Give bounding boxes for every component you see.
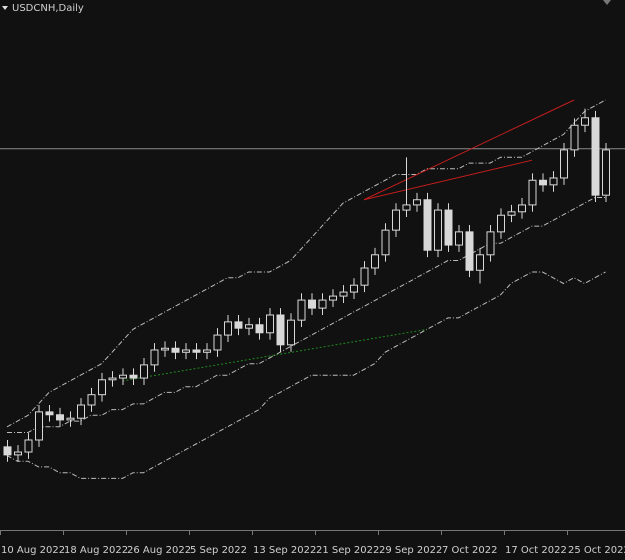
candle-body (350, 284, 358, 293)
candle-body (234, 321, 243, 329)
candle-body (413, 199, 421, 206)
candle-body (465, 231, 474, 271)
x-tick-label: 5 Sep 2022 (190, 545, 247, 556)
candle-body (171, 347, 180, 353)
x-tick-label: 7 Oct 2022 (442, 545, 497, 556)
band-middle (7, 197, 606, 433)
candle-body (434, 209, 442, 251)
candle-body (444, 209, 453, 246)
candle-body (276, 314, 285, 346)
candle-body (518, 204, 526, 213)
candle-body (392, 209, 400, 231)
candle-body (119, 374, 127, 379)
candle-body (570, 124, 579, 151)
candle-body (497, 214, 505, 233)
candle-body (245, 324, 253, 329)
candle-body (140, 364, 148, 379)
candle-body (56, 414, 64, 421)
candle-body (108, 377, 117, 381)
candle-body (77, 404, 85, 419)
candle-body (14, 451, 22, 456)
candle-body (560, 149, 568, 179)
candle-body (591, 117, 600, 196)
candle-body (24, 439, 33, 453)
x-tick-label: 21 Sep 2022 (316, 545, 379, 556)
candle-body (192, 349, 201, 353)
candle-body (486, 231, 495, 256)
candle-body (255, 324, 264, 334)
candle-body (182, 349, 190, 353)
x-tick-label: 25 Oct 2022 (568, 545, 625, 556)
candle-body (581, 117, 589, 126)
corner-arrow (603, 0, 611, 5)
candle-body (87, 394, 96, 406)
candle-body (287, 319, 295, 346)
candle-body (371, 254, 379, 269)
candle-body (507, 211, 516, 216)
candle-body (339, 291, 348, 297)
x-tick-label: 13 Sep 2022 (253, 545, 316, 556)
candle-body (98, 379, 106, 396)
candle-body (549, 177, 558, 186)
plot (0, 99, 625, 479)
x-tick-label: 17 Oct 2022 (505, 545, 567, 556)
candle-body (129, 374, 138, 379)
candle-body (423, 199, 432, 251)
candle-body (402, 204, 411, 211)
candle-body (45, 411, 54, 416)
candle-body (297, 299, 306, 321)
candle-body (360, 267, 369, 286)
trendline (363, 159, 533, 201)
candle-body (213, 334, 222, 351)
candle-body (161, 347, 169, 351)
candle-body (602, 149, 610, 196)
x-tick-label: 26 Aug 2022 (127, 545, 191, 556)
candle-body (224, 321, 232, 336)
band-upper (6, 99, 606, 428)
menu-arrow[interactable] (2, 6, 8, 10)
candle-body (318, 299, 327, 309)
candle-body (266, 314, 274, 334)
candle-body (308, 299, 316, 309)
candle-body (381, 229, 390, 256)
candle-body (528, 179, 537, 206)
x-tick-label: 29 Sep 2022 (379, 545, 442, 556)
trendline (122, 328, 428, 382)
candle-body (329, 295, 337, 301)
candle-body (3, 446, 12, 456)
candle-body (455, 231, 463, 246)
x-tick-label: 18 Aug 2022 (64, 545, 128, 556)
x-tick-label: 10 Aug 2022 (1, 545, 65, 556)
candle-body (476, 254, 484, 271)
candle-body (203, 349, 211, 353)
chart-title: USDCNH,Daily (12, 3, 84, 14)
candle-body (150, 349, 159, 366)
band-lower (6, 271, 606, 479)
candle-body (66, 417, 75, 421)
candle-body (35, 411, 43, 441)
candle-body (539, 179, 547, 186)
trendline (363, 99, 575, 201)
